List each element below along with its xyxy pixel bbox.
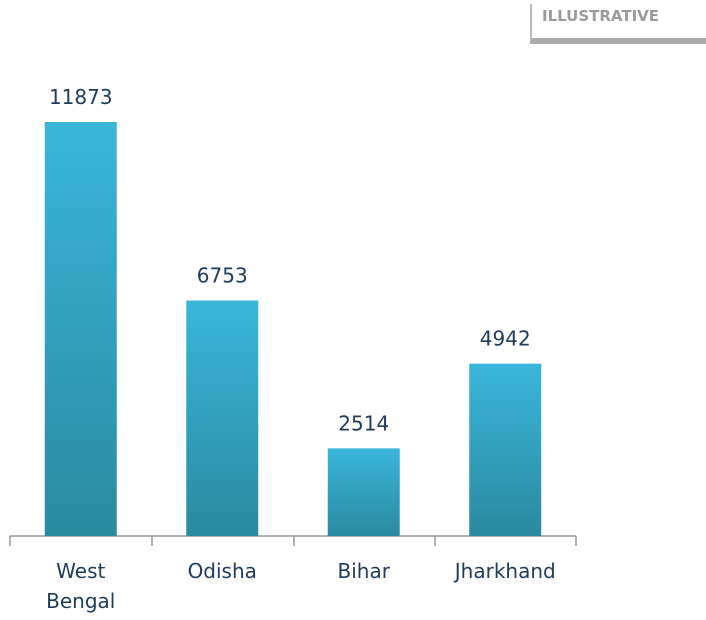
tag-text: ILLUSTRATIVE: [542, 7, 660, 25]
category-text: Odisha: [187, 559, 257, 583]
value-label: 2514: [338, 411, 389, 435]
category-text: Bihar: [337, 559, 390, 583]
x-tick-label: Jharkhand: [455, 556, 556, 586]
bar: [44, 122, 117, 536]
value-label: 11873: [49, 85, 113, 109]
bar: [327, 448, 400, 536]
bar: [186, 300, 259, 536]
category-text: Jharkhand: [454, 559, 556, 583]
category-text: West Bengal: [46, 559, 116, 613]
value-label: 6753: [197, 264, 248, 288]
bar: [469, 363, 542, 536]
x-tick-label: Odisha: [182, 556, 262, 586]
x-tick-label: Bihar: [324, 556, 404, 586]
value-label: 4942: [480, 327, 531, 351]
x-tick-label: West Bengal: [41, 556, 121, 616]
illustrative-tag: ILLUSTRATIVE: [530, 4, 706, 44]
axis-ticks: [9, 536, 577, 546]
